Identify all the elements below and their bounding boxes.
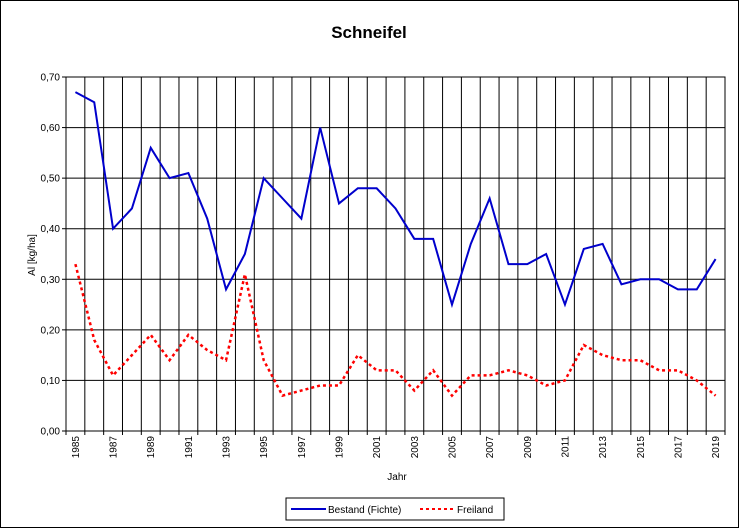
x-tick-label: 1985: [71, 436, 82, 459]
x-tick-label: 2015: [636, 436, 647, 459]
x-tick-label: 2013: [598, 436, 609, 459]
y-tick-label: 0,30: [41, 275, 61, 286]
y-tick-label: 0,00: [41, 427, 61, 438]
plot-border: [65, 76, 726, 432]
y-tick-label: 0,20: [41, 325, 61, 336]
series-line-bestand: [74, 91, 717, 309]
y-tick-label: 0,10: [41, 376, 61, 387]
x-tick-label: 2011: [560, 436, 571, 458]
grid: [65, 76, 726, 432]
x-tick-label: 2017: [673, 436, 684, 459]
x-tick-label: 2003: [410, 436, 421, 459]
x-tick-label: 1987: [109, 436, 120, 459]
y-tick-label: 0,70: [41, 73, 61, 84]
y-axis-label: Al [kg/ha]: [27, 234, 38, 276]
plot-area: [74, 91, 717, 398]
x-tick-label: 1999: [335, 436, 346, 459]
x-tick-label: 1995: [259, 436, 270, 459]
legend: Bestand (Fichte) Freiland: [285, 497, 505, 521]
x-tick-label: 1993: [222, 436, 233, 459]
x-tick-label: 2005: [447, 436, 458, 459]
legend-box: [285, 497, 505, 521]
x-axis-label: Jahr: [387, 472, 407, 483]
x-tick-label: 1989: [146, 436, 157, 459]
y-tick-label: 0,40: [41, 224, 61, 235]
x-tick-label: 1997: [297, 436, 308, 459]
y-axis-ticks: 0,00 0,10 0,20 0,30 0,40 0,50 0,60 0,70: [41, 73, 66, 438]
y-tick-label: 0,60: [41, 123, 61, 134]
legend-label-freiland: Freiland: [457, 505, 493, 516]
x-tick-label: 2009: [523, 436, 534, 459]
legend-label-bestand: Bestand (Fichte): [328, 505, 401, 516]
x-axis-ticks: 1985 1987 1989 1991 1993 1995 1997 1999 2001 2003…: [65, 431, 726, 459]
y-tick-label: 0,50: [41, 174, 61, 185]
x-tick-label: 2001: [372, 436, 383, 459]
chart-title: Schneifel: [331, 23, 407, 42]
x-tick-label: 2007: [485, 436, 496, 459]
x-tick-label: 2019: [711, 436, 722, 459]
x-tick-label: 1991: [184, 436, 195, 459]
plot-background: [66, 77, 725, 431]
